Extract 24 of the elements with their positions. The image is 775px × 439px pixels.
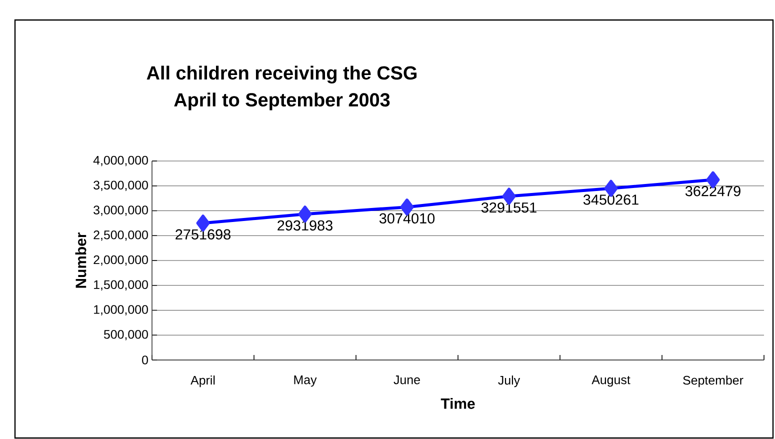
y-tick-label: 0 [142,356,148,364]
data-label: 2751698 [176,229,230,240]
x-tick-label: August [592,376,630,387]
x-tick-label: July [498,376,520,388]
data-label: 3622479 [685,186,740,196]
y-tick-label: 3,000,000 [94,206,148,216]
y-tick-label: 500,000 [104,330,148,340]
data-label: 3074010 [379,213,435,224]
y-tick-label: 2,000,000 [94,255,148,266]
y-tick-label: 4,000,000 [93,156,148,166]
chart-title: All children receiving the CSG April to September 2003 [146,66,417,110]
x-tick-label: June [394,376,420,384]
x-tick-label: April [190,376,215,388]
data-label: 3450261 [583,194,638,205]
data-label: 3291551 [481,202,536,213]
y-axis-title: Number [75,232,86,288]
data-label: 2931983 [278,220,332,231]
x-tick-label: May [294,376,317,387]
x-axis-title: Time [440,398,475,409]
y-tick-label: 3,500,000 [94,180,148,192]
x-tick-label: September [683,376,744,388]
y-tick-label: 2,500,000 [94,230,148,241]
y-tick-label: 1,500,000 [94,280,148,291]
y-tick-label: 1,000,000 [94,305,148,316]
